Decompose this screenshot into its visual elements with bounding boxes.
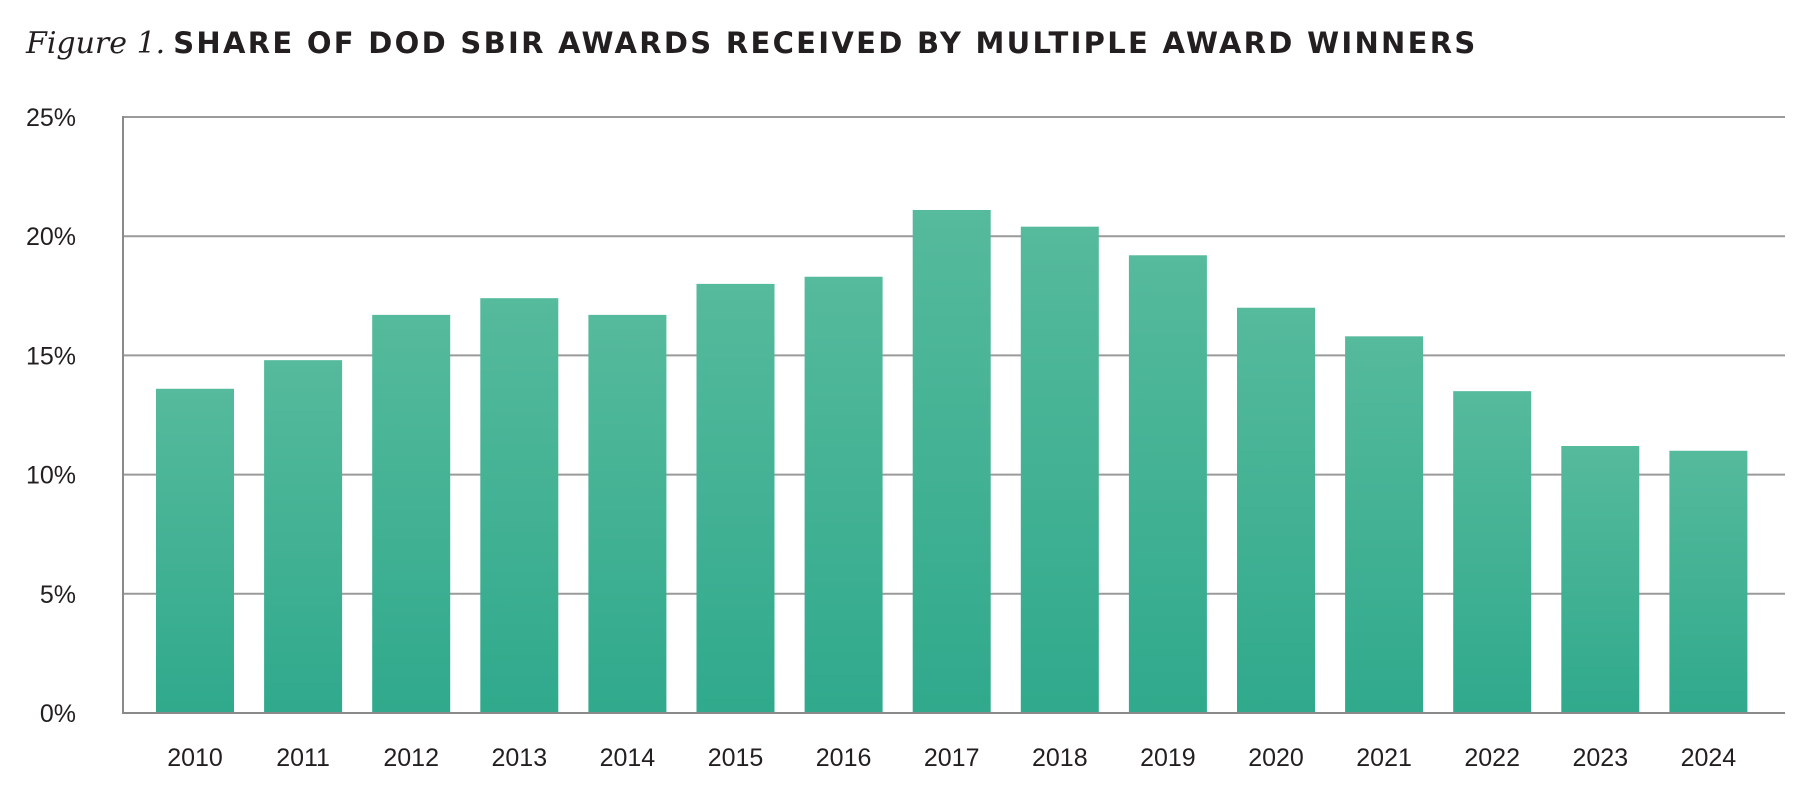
x-tick-label: 2015 [708,744,764,772]
x-tick-label: 2012 [383,744,439,772]
bar-2011 [264,360,343,713]
bar-2014 [588,314,667,713]
y-axis-ticks: 0% 5% 10% 15% 20% 25% [26,104,76,728]
bar-2020 [1237,307,1315,713]
bar-2018 [1020,226,1099,713]
bar-2023 [1561,445,1640,713]
x-tick-label: 2020 [1248,744,1304,772]
bars [156,209,1748,713]
bar-2019 [1128,255,1207,713]
bar-2012 [372,314,451,713]
x-tick-label: 2014 [600,744,656,772]
x-tick-label: 2013 [491,744,547,772]
x-tick-label: 2019 [1140,744,1196,772]
x-tick-label: 2022 [1464,744,1520,772]
y-tick-label: 10% [26,462,76,490]
y-tick-label: 15% [26,342,76,370]
bar-2010 [156,388,234,713]
y-tick-label: 5% [40,581,76,609]
bar-2022 [1453,391,1532,713]
bar-2016 [804,276,883,713]
x-tick-label: 2018 [1032,744,1088,772]
x-tick-label: 2016 [816,744,872,772]
x-tick-label: 2017 [924,744,980,772]
chart-title: SHARE OF DOD SBIR AWARDS RECEIVED BY MUL… [173,26,1478,60]
y-tick-label: 25% [26,104,76,132]
figure-label: Figure 1. [26,26,166,61]
x-tick-label: 2024 [1681,744,1737,772]
x-tick-label: 2021 [1356,744,1412,772]
bar-2021 [1345,336,1424,713]
bar-2024 [1669,450,1748,713]
x-axis-ticks: 2010 2011 2012 2013 2014 2015 2016 2017 2018 2019… [123,712,1785,772]
x-tick-label: 2010 [167,744,223,772]
bar-2015 [696,283,775,713]
x-tick-label: 2023 [1572,744,1628,772]
bar-2013 [480,298,559,713]
figure-heading: Figure 1. SHARE OF DOD SBIR AWARDS RECEI… [26,24,1478,61]
y-tick-label: 20% [26,223,76,251]
bar-2017 [912,209,991,713]
y-tick-label: 0% [40,700,76,728]
x-tick-label: 2011 [276,744,330,772]
